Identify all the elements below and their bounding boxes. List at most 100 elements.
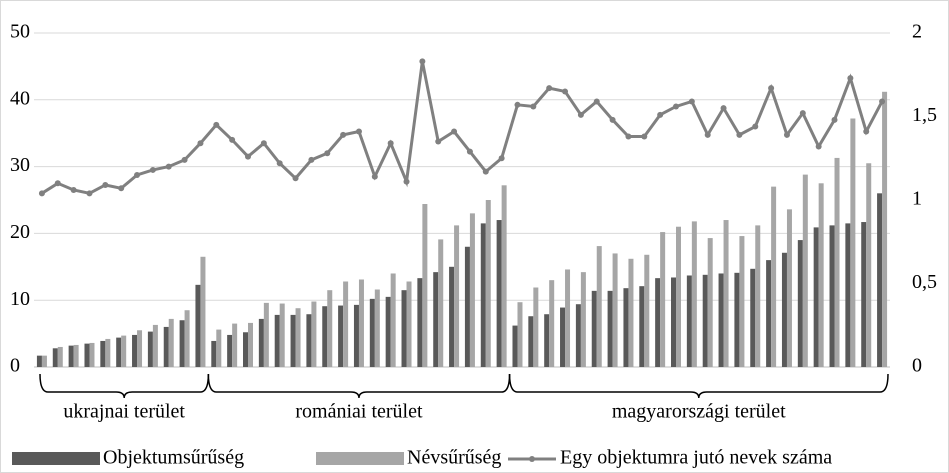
bar <box>84 343 90 367</box>
line-marker <box>451 128 458 135</box>
bar <box>36 355 42 367</box>
bar <box>274 314 280 367</box>
bar <box>533 287 539 367</box>
bar <box>750 268 756 367</box>
line-marker <box>165 163 172 170</box>
bar <box>734 272 740 367</box>
bar <box>147 331 153 367</box>
bar <box>121 335 127 367</box>
line-marker <box>371 173 378 180</box>
group-label: romániai terület <box>295 401 423 423</box>
bar <box>628 258 634 367</box>
bar <box>258 318 264 367</box>
line-marker <box>276 160 283 167</box>
bar <box>105 338 111 367</box>
line-marker <box>879 98 886 105</box>
bar <box>163 326 169 367</box>
bar <box>417 278 423 367</box>
line-marker <box>593 98 600 105</box>
bar <box>41 355 47 367</box>
bar <box>338 305 344 367</box>
line-marker <box>863 128 870 135</box>
line-marker <box>768 85 775 92</box>
bar <box>818 183 824 367</box>
bar <box>401 290 407 367</box>
line-marker <box>799 110 806 117</box>
bar <box>216 329 222 367</box>
bar <box>433 272 439 367</box>
bar <box>707 238 713 367</box>
bar <box>290 314 296 367</box>
line-marker <box>70 186 77 193</box>
bar <box>845 223 851 367</box>
bar <box>565 269 571 367</box>
bar <box>528 316 534 367</box>
bar <box>660 232 666 367</box>
bar <box>243 332 248 367</box>
line-marker <box>38 190 45 197</box>
bar <box>358 279 364 367</box>
bar <box>623 288 629 367</box>
line-marker <box>688 98 695 105</box>
bar <box>512 325 518 367</box>
line-marker <box>466 148 473 155</box>
line-marker <box>657 111 664 118</box>
bar <box>385 296 391 367</box>
bar <box>179 320 185 367</box>
bar <box>311 301 317 367</box>
bar <box>390 273 396 367</box>
line-marker <box>577 111 584 118</box>
bar <box>57 346 63 367</box>
line-marker <box>482 168 489 175</box>
line-marker <box>498 155 505 162</box>
bar <box>517 302 523 367</box>
bar <box>607 290 613 367</box>
bar <box>464 246 470 367</box>
line-marker <box>736 131 743 138</box>
bar <box>480 223 486 367</box>
line-marker <box>387 140 394 147</box>
bar <box>449 266 455 367</box>
bar <box>544 314 550 367</box>
line-marker <box>530 103 537 110</box>
y-tick-label: 20 <box>10 221 30 243</box>
line-marker <box>213 121 220 128</box>
bar <box>676 226 681 367</box>
y2-tick-label: 1 <box>912 188 922 210</box>
line-marker <box>292 175 299 182</box>
bar <box>279 303 285 367</box>
y-tick-label: 30 <box>10 154 30 176</box>
bar <box>306 314 312 367</box>
line-marker <box>546 85 553 92</box>
line-marker <box>720 105 727 112</box>
y2-tick-label: 1,5 <box>912 104 937 126</box>
bar <box>137 330 143 367</box>
bar <box>343 281 349 367</box>
line-marker <box>752 123 759 130</box>
group-brace <box>207 373 511 399</box>
bar <box>73 344 79 367</box>
bar <box>755 225 761 367</box>
y-tick-label: 10 <box>10 288 30 310</box>
bar <box>232 323 238 367</box>
y-tick-label: 50 <box>10 21 30 43</box>
bar <box>469 213 475 367</box>
bar <box>771 186 777 367</box>
legend-swatch <box>12 452 100 465</box>
line-marker <box>625 133 632 140</box>
bar <box>644 254 650 367</box>
line-marker <box>245 153 251 160</box>
bar <box>496 220 502 367</box>
bar <box>116 337 122 367</box>
legend-label: Egy objektumra jutó nevek száma <box>560 447 832 469</box>
y2-tick-label: 0 <box>912 355 922 377</box>
bar <box>353 304 359 367</box>
bar <box>263 302 269 367</box>
line-marker <box>815 143 822 150</box>
line-marker <box>197 140 204 147</box>
bar <box>100 340 106 367</box>
line-marker <box>419 58 426 65</box>
bar <box>200 256 206 367</box>
bar <box>686 275 692 367</box>
bar <box>802 174 808 367</box>
